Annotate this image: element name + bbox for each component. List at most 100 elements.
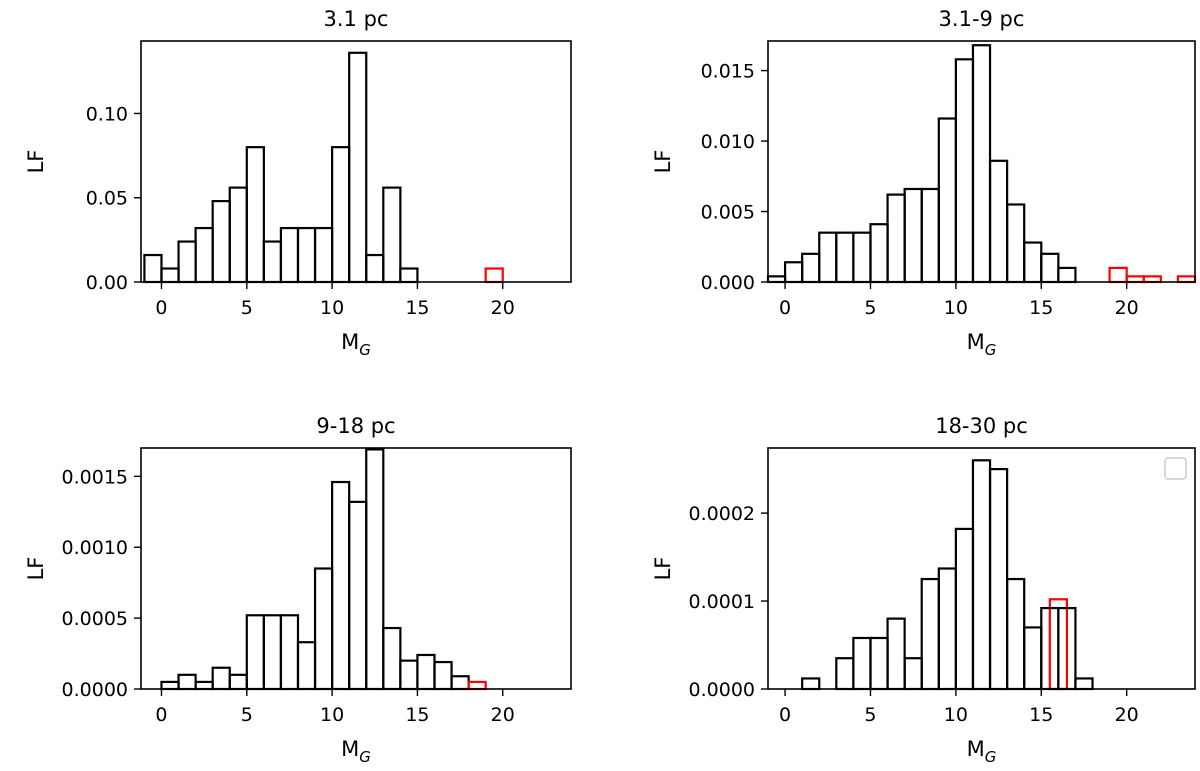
histogram-bar <box>245 146 265 284</box>
histogram-bar <box>1040 252 1060 284</box>
histogram-bar <box>835 657 855 691</box>
histogram-bar <box>467 680 487 691</box>
histogram-bar <box>399 267 419 284</box>
axes-frame <box>767 447 1196 690</box>
histogram-bar <box>211 666 231 691</box>
histogram-bar <box>937 117 957 284</box>
chart-title: 9-18 pc <box>316 414 395 438</box>
histogram-bar <box>1023 241 1043 284</box>
histogram-bar <box>484 267 504 284</box>
histogram-bar <box>971 44 992 284</box>
histogram-bar <box>903 187 923 284</box>
histogram-bar <box>211 200 231 284</box>
histogram-bar <box>177 240 197 284</box>
y-tick-label: 0.015 <box>701 61 755 83</box>
x-tick-label: 20 <box>1115 297 1139 319</box>
chart-panel: 0 5 10 15 20 0.00 0.05 0.10 3.1 pc MG LF <box>24 7 572 359</box>
histogram-bar <box>1057 266 1077 284</box>
x-tick-label: 0 <box>155 297 167 319</box>
histogram-bar <box>886 617 906 691</box>
histogram-bar <box>399 659 419 691</box>
histogram-bar <box>1074 677 1094 691</box>
histogram-bar <box>869 636 889 691</box>
histogram-bar <box>296 226 317 284</box>
histogram-bar <box>296 641 317 691</box>
histogram-bar <box>365 253 385 284</box>
histogram-bar <box>1023 626 1043 691</box>
histogram-bar <box>262 240 283 284</box>
x-tick-label: 10 <box>320 297 344 319</box>
histogram-bar <box>331 480 351 691</box>
y-tick-label: 0.0010 <box>62 537 128 559</box>
histogram-bar <box>988 159 1009 284</box>
histogram-bar <box>194 226 214 284</box>
histogram-bar <box>160 680 180 691</box>
x-axis-label: MG <box>341 737 371 766</box>
histogram-bar <box>177 673 197 691</box>
axes-frame <box>140 447 572 690</box>
histogram-bar <box>766 275 787 284</box>
y-tick-label: 0.005 <box>701 202 755 224</box>
histogram-bar <box>971 459 992 691</box>
histogram-bar <box>886 193 906 284</box>
histogram-bar <box>869 223 889 284</box>
x-tick-label: 0 <box>779 297 791 319</box>
y-tick-label: 0.0002 <box>689 503 755 525</box>
histogram-bar <box>852 636 872 691</box>
histogram-bar <box>433 660 453 691</box>
histogram-bar <box>382 626 402 691</box>
histogram-bar <box>143 253 163 284</box>
histogram-bar <box>903 657 923 691</box>
y-tick-label: 0.010 <box>701 131 755 153</box>
x-tick-label: 15 <box>1029 297 1053 319</box>
x-tick-label: 0 <box>779 704 791 726</box>
histogram-bar <box>348 51 368 284</box>
histogram-bar <box>920 187 940 284</box>
x-tick-label: 10 <box>944 704 968 726</box>
histogram-bar <box>954 58 975 284</box>
y-tick-label: 0.000 <box>701 272 755 294</box>
histogram-bar <box>801 252 821 284</box>
y-tick-label: 0.0000 <box>689 679 755 701</box>
histogram-bar <box>194 680 214 691</box>
histogram-bar <box>160 267 180 284</box>
x-tick-label: 5 <box>241 297 253 319</box>
x-tick-label: 20 <box>1115 704 1139 726</box>
x-tick-label: 0 <box>155 704 167 726</box>
histogram-bar <box>835 231 855 284</box>
chart-panel: 0 5 10 15 20 0.000 0.005 0.010 0.015 3.1-9 pc MG LF <box>651 7 1197 359</box>
y-axis-label: LF <box>651 150 675 174</box>
histogram-bar <box>313 226 334 284</box>
histogram-bar <box>920 577 940 691</box>
y-tick-label: 0.00 <box>86 272 128 294</box>
y-axis-label: LF <box>24 150 48 174</box>
histogram-bar <box>852 231 872 284</box>
y-axis-label: LF <box>24 557 48 581</box>
x-axis-label: MG <box>341 330 371 359</box>
y-tick-label: 0.0001 <box>689 591 755 613</box>
histogram-bar <box>416 653 436 691</box>
x-axis-label: MG <box>967 737 997 766</box>
histogram-bar <box>348 500 368 691</box>
histogram-bar <box>331 146 351 284</box>
chart-title: 3.1-9 pc <box>939 7 1025 31</box>
histogram-bar <box>450 675 470 691</box>
x-tick-label: 15 <box>405 704 429 726</box>
chart-panel: 0 5 10 15 20 0.0000 0.0005 0.0010 0.0015 9-18 pc M… <box>24 414 572 766</box>
histogram-bar <box>1006 203 1026 284</box>
histogram-bar <box>988 468 1009 691</box>
y-tick-label: 0.0000 <box>62 679 128 701</box>
histogram-bar <box>245 614 265 691</box>
histogram-bar <box>365 448 385 691</box>
histogram-bar <box>818 231 838 284</box>
legend-box <box>1164 457 1187 480</box>
x-tick-label: 5 <box>241 704 253 726</box>
histogram-bar <box>937 567 957 691</box>
y-axis-label: LF <box>651 557 675 581</box>
histogram-bar <box>382 186 402 284</box>
x-tick-label: 10 <box>944 297 968 319</box>
x-tick-label: 10 <box>320 704 344 726</box>
histogram-bar <box>228 673 248 691</box>
histogram-bar <box>1125 275 1145 284</box>
